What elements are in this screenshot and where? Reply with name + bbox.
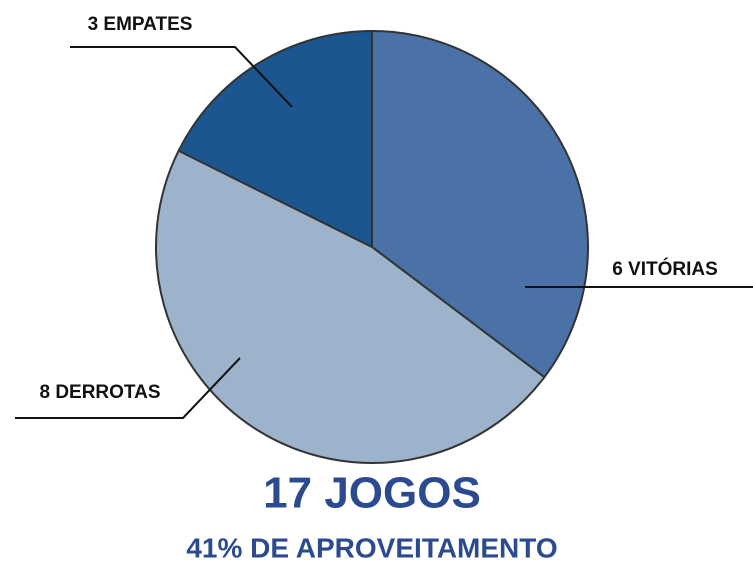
pie-slice: [177, 29, 373, 249]
leader-line: [70, 46, 293, 108]
slice-label: 8 DERROTAS: [39, 382, 160, 403]
slice-label: 3 EMPATES: [88, 14, 193, 35]
pie-slice: [155, 149, 546, 464]
leader-line: [15, 357, 241, 419]
slice-label: 6 VITÓRIAS: [612, 258, 718, 280]
chart-subtitle: 41% DE APROVEITAMENTO: [186, 532, 557, 563]
pie-slice: [371, 29, 589, 379]
chart-title: 17 JOGOS: [263, 469, 481, 518]
